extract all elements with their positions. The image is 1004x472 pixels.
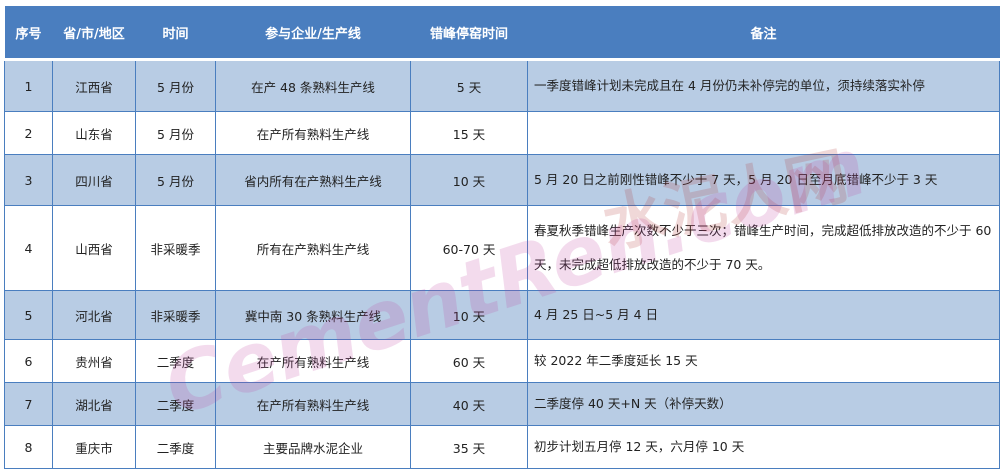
table-row: 7 湖北省 二季度 在产所有熟料生产线 40 天二季度停 40 天+N 天（补停天数） — [4, 382, 1000, 426]
cell-region: 湖北省 — [52, 382, 136, 426]
header-row: 序号 省/市/地区 时间 参与企业/生产线 错峰停窑时间 备注 — [4, 6, 1000, 61]
cell-remark: 初步计划五月停 12 天，六月停 10 天 — [527, 425, 1000, 469]
cell-remark — [527, 111, 1000, 155]
cell-period: 二季度 — [135, 382, 216, 426]
column-header: 序号 — [4, 6, 53, 61]
cell-region: 河北省 — [52, 290, 136, 340]
cell-duration: 35 天 — [410, 425, 528, 469]
cell-remark: 一季度错峰计划未完成且在 4 月份仍未补停完的单位，须持续落实补停 — [527, 59, 1000, 112]
cell-enterprises: 冀中南 30 条熟料生产线 — [215, 290, 411, 340]
cell-region: 山西省 — [52, 205, 136, 291]
column-header: 错峰停窑时间 — [410, 6, 528, 61]
table-row: 1 江西省 5 月份 在产 48 条熟料生产线 5 天一季度错峰计划未完成且在 4 月份… — [4, 59, 1000, 112]
cell-region: 山东省 — [52, 111, 136, 155]
cell-duration: 60-70 天 — [410, 205, 528, 291]
cell-remark: 较 2022 年二季度延长 15 天 — [527, 339, 1000, 383]
cell-enterprises: 在产所有熟料生产线 — [215, 382, 411, 426]
cell-remark: 4 月 25 日~5 月 4 日 — [527, 290, 1000, 340]
cell-enterprises: 主要品牌水泥企业 — [215, 425, 411, 469]
column-header: 时间 — [135, 6, 216, 61]
cell-index: 6 — [4, 339, 53, 383]
cell-enterprises: 在产所有熟料生产线 — [215, 111, 411, 155]
column-header: 参与企业/生产线 — [215, 6, 411, 61]
cell-region: 江西省 — [52, 59, 136, 112]
cell-duration: 40 天 — [410, 382, 528, 426]
cell-remark: 5 月 20 日之前刚性错峰不少于 7 天，5 月 20 日至月底错峰不少于 3… — [527, 154, 1000, 206]
cell-period: 5 月份 — [135, 59, 216, 112]
cell-index: 2 — [4, 111, 53, 155]
cell-index: 8 — [4, 425, 53, 469]
cell-period: 非采暖季 — [135, 205, 216, 291]
cell-period: 5 月份 — [135, 154, 216, 206]
cell-region: 重庆市 — [52, 425, 136, 469]
cell-index: 4 — [4, 205, 53, 291]
cell-period: 非采暖季 — [135, 290, 216, 340]
cell-index: 5 — [4, 290, 53, 340]
cell-period: 5 月份 — [135, 111, 216, 155]
cell-duration: 10 天 — [410, 154, 528, 206]
cell-region: 贵州省 — [52, 339, 136, 383]
cell-enterprises: 所有在产熟料生产线 — [215, 205, 411, 291]
table-row: 6 贵州省 二季度 在产所有熟料生产线 60 天较 2022 年二季度延长 15 天 — [4, 339, 1000, 383]
cell-enterprises: 在产 48 条熟料生产线 — [215, 59, 411, 112]
cell-duration: 5 天 — [410, 59, 528, 112]
peak-shifting-table: 序号 省/市/地区 时间 参与企业/生产线 错峰停窑时间 备注 1 江西省 5 月份 在产 48… — [4, 6, 1000, 469]
cell-duration: 10 天 — [410, 290, 528, 340]
table-row: 8 重庆市 二季度 主要品牌水泥企业 35 天初步计划五月停 12 天，六月停 10 天 — [4, 425, 1000, 469]
column-header: 备注 — [527, 6, 1000, 61]
table-row: 2 山东省 5 月份 在产所有熟料生产线 15 天 — [4, 111, 1000, 155]
cell-index: 3 — [4, 154, 53, 206]
cell-enterprises: 在产所有熟料生产线 — [215, 339, 411, 383]
cell-duration: 60 天 — [410, 339, 528, 383]
table-row: 4 山西省 非采暖季 所有在产熟料生产线 60-70 天春夏秋季错峰生产次数不少于三次；… — [4, 205, 1000, 291]
cell-region: 四川省 — [52, 154, 136, 206]
cell-remark: 二季度停 40 天+N 天（补停天数） — [527, 382, 1000, 426]
cell-period: 二季度 — [135, 339, 216, 383]
cell-index: 1 — [4, 59, 53, 112]
cell-remark: 春夏秋季错峰生产次数不少于三次；错峰生产时间，完成超低排放改造的不少于 60 天… — [527, 205, 1000, 291]
cell-duration: 15 天 — [410, 111, 528, 155]
column-header: 省/市/地区 — [52, 6, 136, 61]
cell-enterprises: 省内所有在产熟料生产线 — [215, 154, 411, 206]
cell-period: 二季度 — [135, 425, 216, 469]
cell-index: 7 — [4, 382, 53, 426]
